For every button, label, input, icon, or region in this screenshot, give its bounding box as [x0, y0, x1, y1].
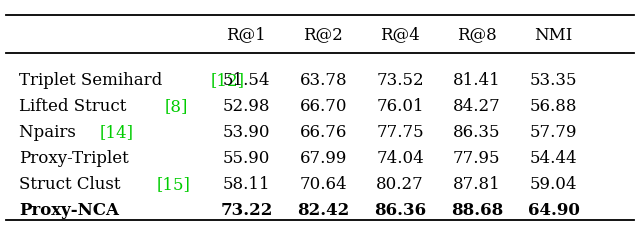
Text: 57.79: 57.79 — [530, 123, 577, 140]
Text: 54.44: 54.44 — [530, 149, 577, 166]
Text: [12]: [12] — [211, 71, 245, 88]
Text: 86.35: 86.35 — [453, 123, 500, 140]
Text: 70.64: 70.64 — [300, 175, 347, 192]
Text: 51.54: 51.54 — [223, 71, 270, 88]
Text: 67.99: 67.99 — [300, 149, 347, 166]
Text: 74.04: 74.04 — [376, 149, 424, 166]
Text: 73.52: 73.52 — [376, 71, 424, 88]
Text: 77.95: 77.95 — [453, 149, 500, 166]
Text: 81.41: 81.41 — [453, 71, 500, 88]
Text: 56.88: 56.88 — [530, 97, 577, 114]
Text: Lifted Struct: Lifted Struct — [19, 97, 132, 114]
Text: [8]: [8] — [164, 97, 188, 114]
Text: 66.70: 66.70 — [300, 97, 347, 114]
Text: 53.90: 53.90 — [223, 123, 270, 140]
Text: 63.78: 63.78 — [300, 71, 347, 88]
Text: 87.81: 87.81 — [453, 175, 500, 192]
Text: 58.11: 58.11 — [223, 175, 270, 192]
Text: 55.90: 55.90 — [223, 149, 270, 166]
Text: Npairs: Npairs — [19, 123, 81, 140]
Text: 82.42: 82.42 — [297, 201, 349, 218]
Text: Proxy-Triplet: Proxy-Triplet — [19, 149, 129, 166]
Text: 80.27: 80.27 — [376, 175, 424, 192]
Text: Struct Clust: Struct Clust — [19, 175, 126, 192]
Text: 66.76: 66.76 — [300, 123, 347, 140]
Text: [15]: [15] — [157, 175, 191, 192]
Text: Triplet Semihard: Triplet Semihard — [19, 71, 168, 88]
Text: R@1: R@1 — [227, 26, 266, 43]
Text: 59.04: 59.04 — [530, 175, 577, 192]
Text: 76.01: 76.01 — [376, 97, 424, 114]
Text: 84.27: 84.27 — [453, 97, 500, 114]
Text: 86.36: 86.36 — [374, 201, 426, 218]
Text: 77.75: 77.75 — [376, 123, 424, 140]
Text: Proxy-NCA: Proxy-NCA — [19, 201, 119, 218]
Text: 53.35: 53.35 — [530, 71, 577, 88]
Text: [14]: [14] — [99, 123, 133, 140]
Text: 52.98: 52.98 — [223, 97, 270, 114]
Text: R@8: R@8 — [457, 26, 497, 43]
Text: 88.68: 88.68 — [451, 201, 503, 218]
Text: 64.90: 64.90 — [527, 201, 580, 218]
Text: R@4: R@4 — [380, 26, 420, 43]
Text: 73.22: 73.22 — [220, 201, 273, 218]
Text: NMI: NMI — [534, 26, 573, 43]
Text: R@2: R@2 — [303, 26, 343, 43]
